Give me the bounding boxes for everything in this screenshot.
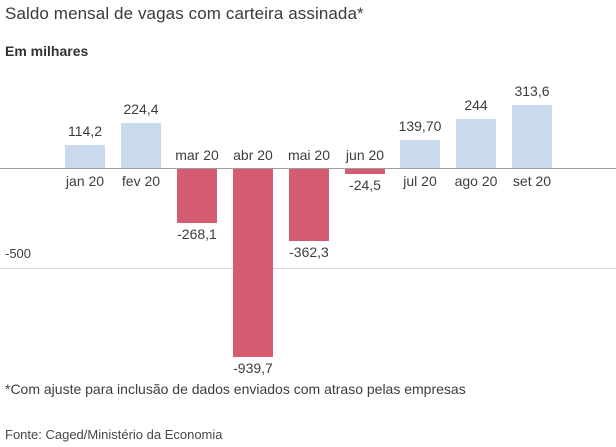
bar-jul-20 [400, 140, 440, 168]
bar-mai-20 [289, 169, 329, 241]
x-axis-label-jun-20: jun 20 [345, 147, 385, 163]
bar-value-label-jan-20: 114,2 [68, 123, 102, 139]
bar-jan-20 [65, 145, 105, 168]
zero-baseline [0, 168, 616, 169]
x-axis-label-abr-20: abr 20 [233, 147, 273, 163]
bar-value-label-mai-20: -362,3 [289, 244, 329, 260]
y-axis-tick-label: -500 [5, 246, 32, 261]
source-credit: Fonte: Caged/Ministério da Economia [5, 427, 223, 442]
bar-jun-20 [345, 169, 385, 174]
bar-value-label-jul-20: 139,70 [398, 118, 442, 134]
bar-abr-20 [233, 169, 273, 357]
bar-value-label-mar-20: -268,1 [177, 226, 217, 242]
bar-fev-20 [121, 123, 161, 168]
x-axis-label-set-20: set 20 [512, 173, 552, 189]
gridline-minus-500 [0, 268, 616, 269]
bar-value-label-jun-20: -24,5 [349, 177, 381, 193]
x-axis-label-mai-20: mai 20 [287, 147, 331, 163]
x-axis-label-fev-20: fev 20 [121, 173, 161, 189]
footnote: *Com ajuste para inclusão de dados envia… [5, 381, 466, 397]
bar-value-label-abr-20: -939,7 [233, 360, 273, 376]
x-axis-label-jul-20: jul 20 [403, 173, 437, 189]
x-axis-label-mar-20: mar 20 [175, 147, 219, 163]
chart-title: Saldo mensal de vagas com carteira assin… [5, 4, 364, 23]
x-axis-label-jan-20: jan 20 [65, 173, 105, 189]
bar-mar-20 [177, 169, 217, 223]
bar-set-20 [512, 105, 552, 168]
x-axis-label-ago-20: ago 20 [454, 173, 498, 189]
bar-value-label-fev-20: 224,4 [123, 101, 159, 117]
bar-value-label-set-20: 313,6 [514, 83, 550, 99]
bar-value-label-ago-20: 244 [464, 97, 488, 113]
chart-subtitle: Em milhares [5, 43, 89, 59]
bar-ago-20 [456, 119, 496, 168]
bar-chart: -500 114,2 jan 20 224,4 fev 20 -268,1 mar 20 -… [0, 78, 616, 388]
